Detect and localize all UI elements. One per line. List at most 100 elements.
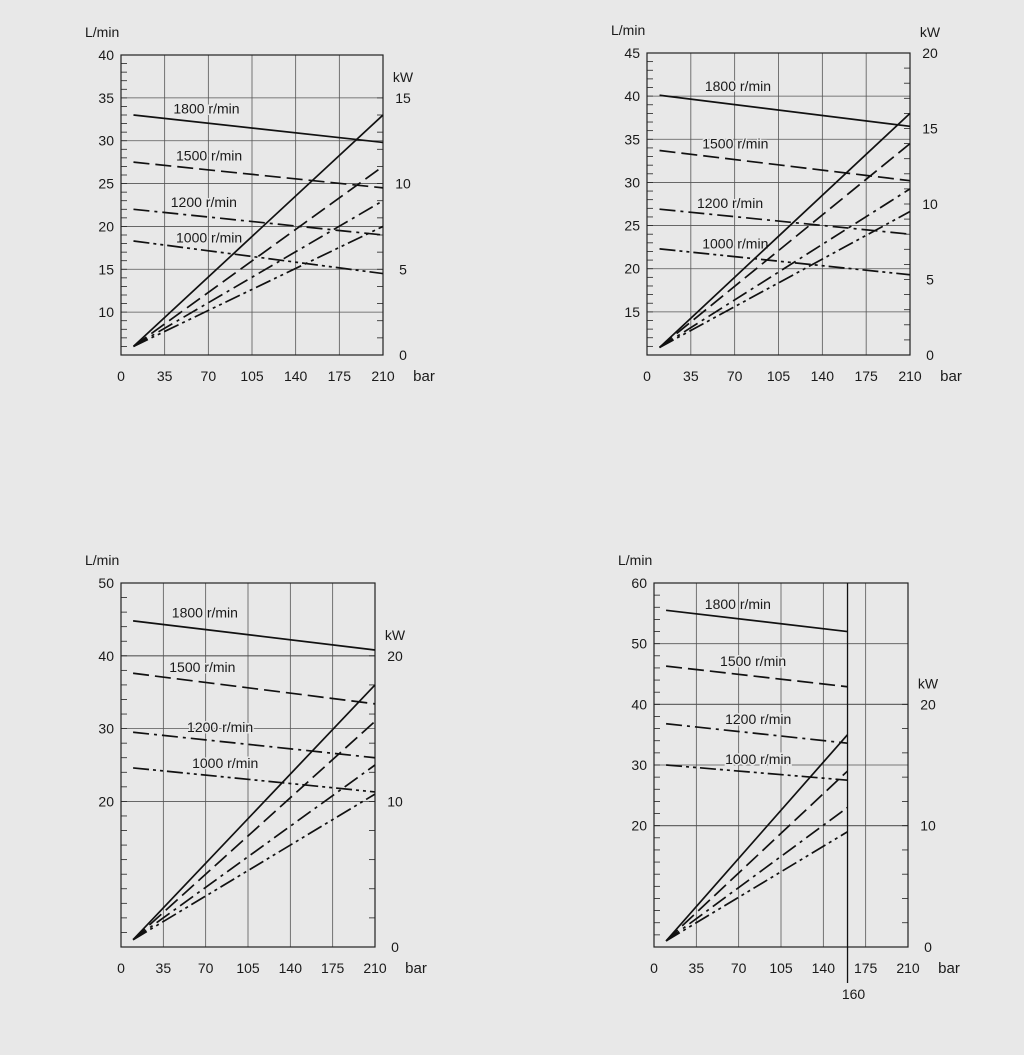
chart2-power-line-2 (658, 142, 911, 349)
chart4-power-line-1 (665, 734, 849, 942)
chart2-y-unit-label: L/min (611, 22, 645, 38)
chart3-y-unit-label: L/min (85, 552, 119, 568)
chart4-x-tick-label: 0 (650, 960, 658, 976)
chart2-power-line-3 (659, 188, 911, 349)
chart1-y2-tick-label: 10 (395, 176, 411, 192)
chart1-y-tick-label: 15 (98, 261, 114, 277)
chart3-flow-line-4 (133, 767, 376, 793)
chart3-x-tick-label: 0 (117, 960, 125, 976)
chart1-x-tick-label: 0 (117, 368, 125, 384)
chart4-flow-line-1 (665, 609, 848, 633)
chart2-flow-line-1 (659, 94, 911, 128)
chart1-y-tick-label: 35 (98, 90, 114, 106)
chart2-power-line-1 (658, 112, 911, 349)
chart2-power-line-4 (659, 210, 911, 349)
chart3-y2-tick-label: 0 (391, 939, 399, 955)
chart2-x-tick-label: 0 (643, 368, 651, 384)
chart4-flow-line-3 (666, 722, 848, 745)
chart3-flow-line-3 (133, 731, 376, 759)
chart2-y2-unit-label: kW (920, 24, 941, 40)
chart1-x-tick-label: 175 (328, 368, 352, 384)
chart4-x-tick-label: 140 (812, 960, 836, 976)
chart4-y-tick-label: 30 (631, 757, 647, 773)
chart1-power-line-2 (132, 165, 384, 348)
chart2-series-label: 1800 r/min (705, 78, 771, 94)
chart3-series-label: 1800 r/min (172, 605, 238, 621)
chart4-series-label: 1500 r/min (720, 653, 786, 669)
chart2-flow-line-2 (659, 149, 911, 182)
chart3-x-tick-label: 140 (279, 960, 303, 976)
chart1-x-tick-label: 35 (157, 368, 173, 384)
chart4-y-tick-label: 60 (631, 575, 647, 591)
chart2-y-tick-label: 20 (624, 261, 640, 277)
chart3-x-tick-label: 35 (156, 960, 172, 976)
chart1-series-label: 1500 r/min (176, 148, 242, 164)
chart1-power-line-3 (133, 199, 384, 348)
chart4-y-unit-label: L/min (618, 552, 652, 568)
chart1-x-tick-label: 140 (284, 368, 308, 384)
chart2-series-label: 1000 r/min (702, 235, 768, 251)
chart4-x-tick-label: 35 (689, 960, 705, 976)
chart2-x-tick-label: 35 (683, 368, 699, 384)
chart4-x-tick-label: 70 (731, 960, 747, 976)
chart1-plot-frame (120, 54, 384, 356)
chart2-x-tick-label: 175 (854, 368, 878, 384)
chart4-series-label: 1000 r/min (725, 751, 791, 767)
chart4-y2-tick-label: 20 (920, 696, 936, 712)
chart1-y-tick-label: 10 (98, 304, 114, 320)
chart2-series-label: 1200 r/min (697, 195, 763, 211)
chart1-x-tick-label: 210 (371, 368, 395, 384)
chart4-y2-tick-label: 0 (924, 939, 932, 955)
chart3-power-line-4 (132, 793, 376, 941)
chart1-y2-unit-label: kW (393, 69, 414, 85)
chart1-y2-tick-label: 5 (399, 261, 407, 277)
chart3-x-tick-label: 175 (321, 960, 345, 976)
chart2-y2-tick-label: 0 (926, 347, 934, 363)
chart2-y2-tick-label: 5 (926, 272, 934, 288)
chart4-series-label: 1800 r/min (705, 596, 771, 612)
chart2-y-tick-label: 30 (624, 174, 640, 190)
chart1-flow-line-2 (133, 161, 384, 189)
chart1-flow-line-1 (133, 114, 384, 144)
chart3-power-line-1 (132, 684, 376, 941)
chart3-power-line-3 (132, 764, 376, 941)
chart1-power-line-1 (132, 114, 384, 348)
chart3-series-label: 1200 r/min (187, 719, 253, 735)
chart4-y2-tick-label: 10 (920, 818, 936, 834)
chart1-y-unit-label: L/min (85, 24, 119, 40)
chart1-y-tick-label: 20 (98, 218, 114, 234)
chart1-y-tick-label: 40 (98, 47, 114, 63)
chart3-y-tick-label: 40 (98, 648, 114, 664)
chart2-x-tick-label: 70 (727, 368, 743, 384)
chart2-x-tick-label: 210 (898, 368, 922, 384)
chart1-series-label: 1000 r/min (176, 230, 242, 246)
chart3-x-tick-label: 105 (236, 960, 260, 976)
chart2-series-label: 1500 r/min (702, 136, 768, 152)
chart4-y2-unit-label: kW (918, 675, 939, 691)
chart3-x-unit-label: bar (405, 960, 427, 977)
chart2-y-tick-label: 35 (624, 131, 640, 147)
chart2-x-tick-label: 140 (811, 368, 835, 384)
chart3-y-tick-label: 50 (98, 575, 114, 591)
chart3-y2-tick-label: 10 (387, 793, 403, 809)
chart4-max-pressure-label: 160 (842, 986, 866, 1002)
chart4-x-tick-label: 105 (769, 960, 793, 976)
chart2-y-tick-label: 15 (624, 304, 640, 320)
chart1-x-unit-label: bar (413, 368, 435, 385)
chart4-y-tick-label: 40 (631, 696, 647, 712)
chart2-x-unit-label: bar (940, 368, 962, 385)
chart4-power-line-2 (665, 770, 849, 942)
chart1-x-tick-label: 105 (240, 368, 264, 384)
chart3-series-label: 1500 r/min (169, 659, 235, 675)
chart2-flow-line-4 (659, 248, 911, 276)
chart1-x-tick-label: 70 (201, 368, 217, 384)
chart4-plot-frame (653, 582, 909, 948)
chart4-power-line-3 (665, 806, 849, 942)
chart4-x-tick-label: 210 (896, 960, 920, 976)
chart4-x-tick-label: 175 (854, 960, 878, 976)
chart1-flow-line-4 (133, 240, 384, 275)
chart1-series-label: 1200 r/min (171, 194, 237, 210)
chart3-power-line-2 (132, 720, 376, 941)
chart3-y-tick-label: 30 (98, 721, 114, 737)
